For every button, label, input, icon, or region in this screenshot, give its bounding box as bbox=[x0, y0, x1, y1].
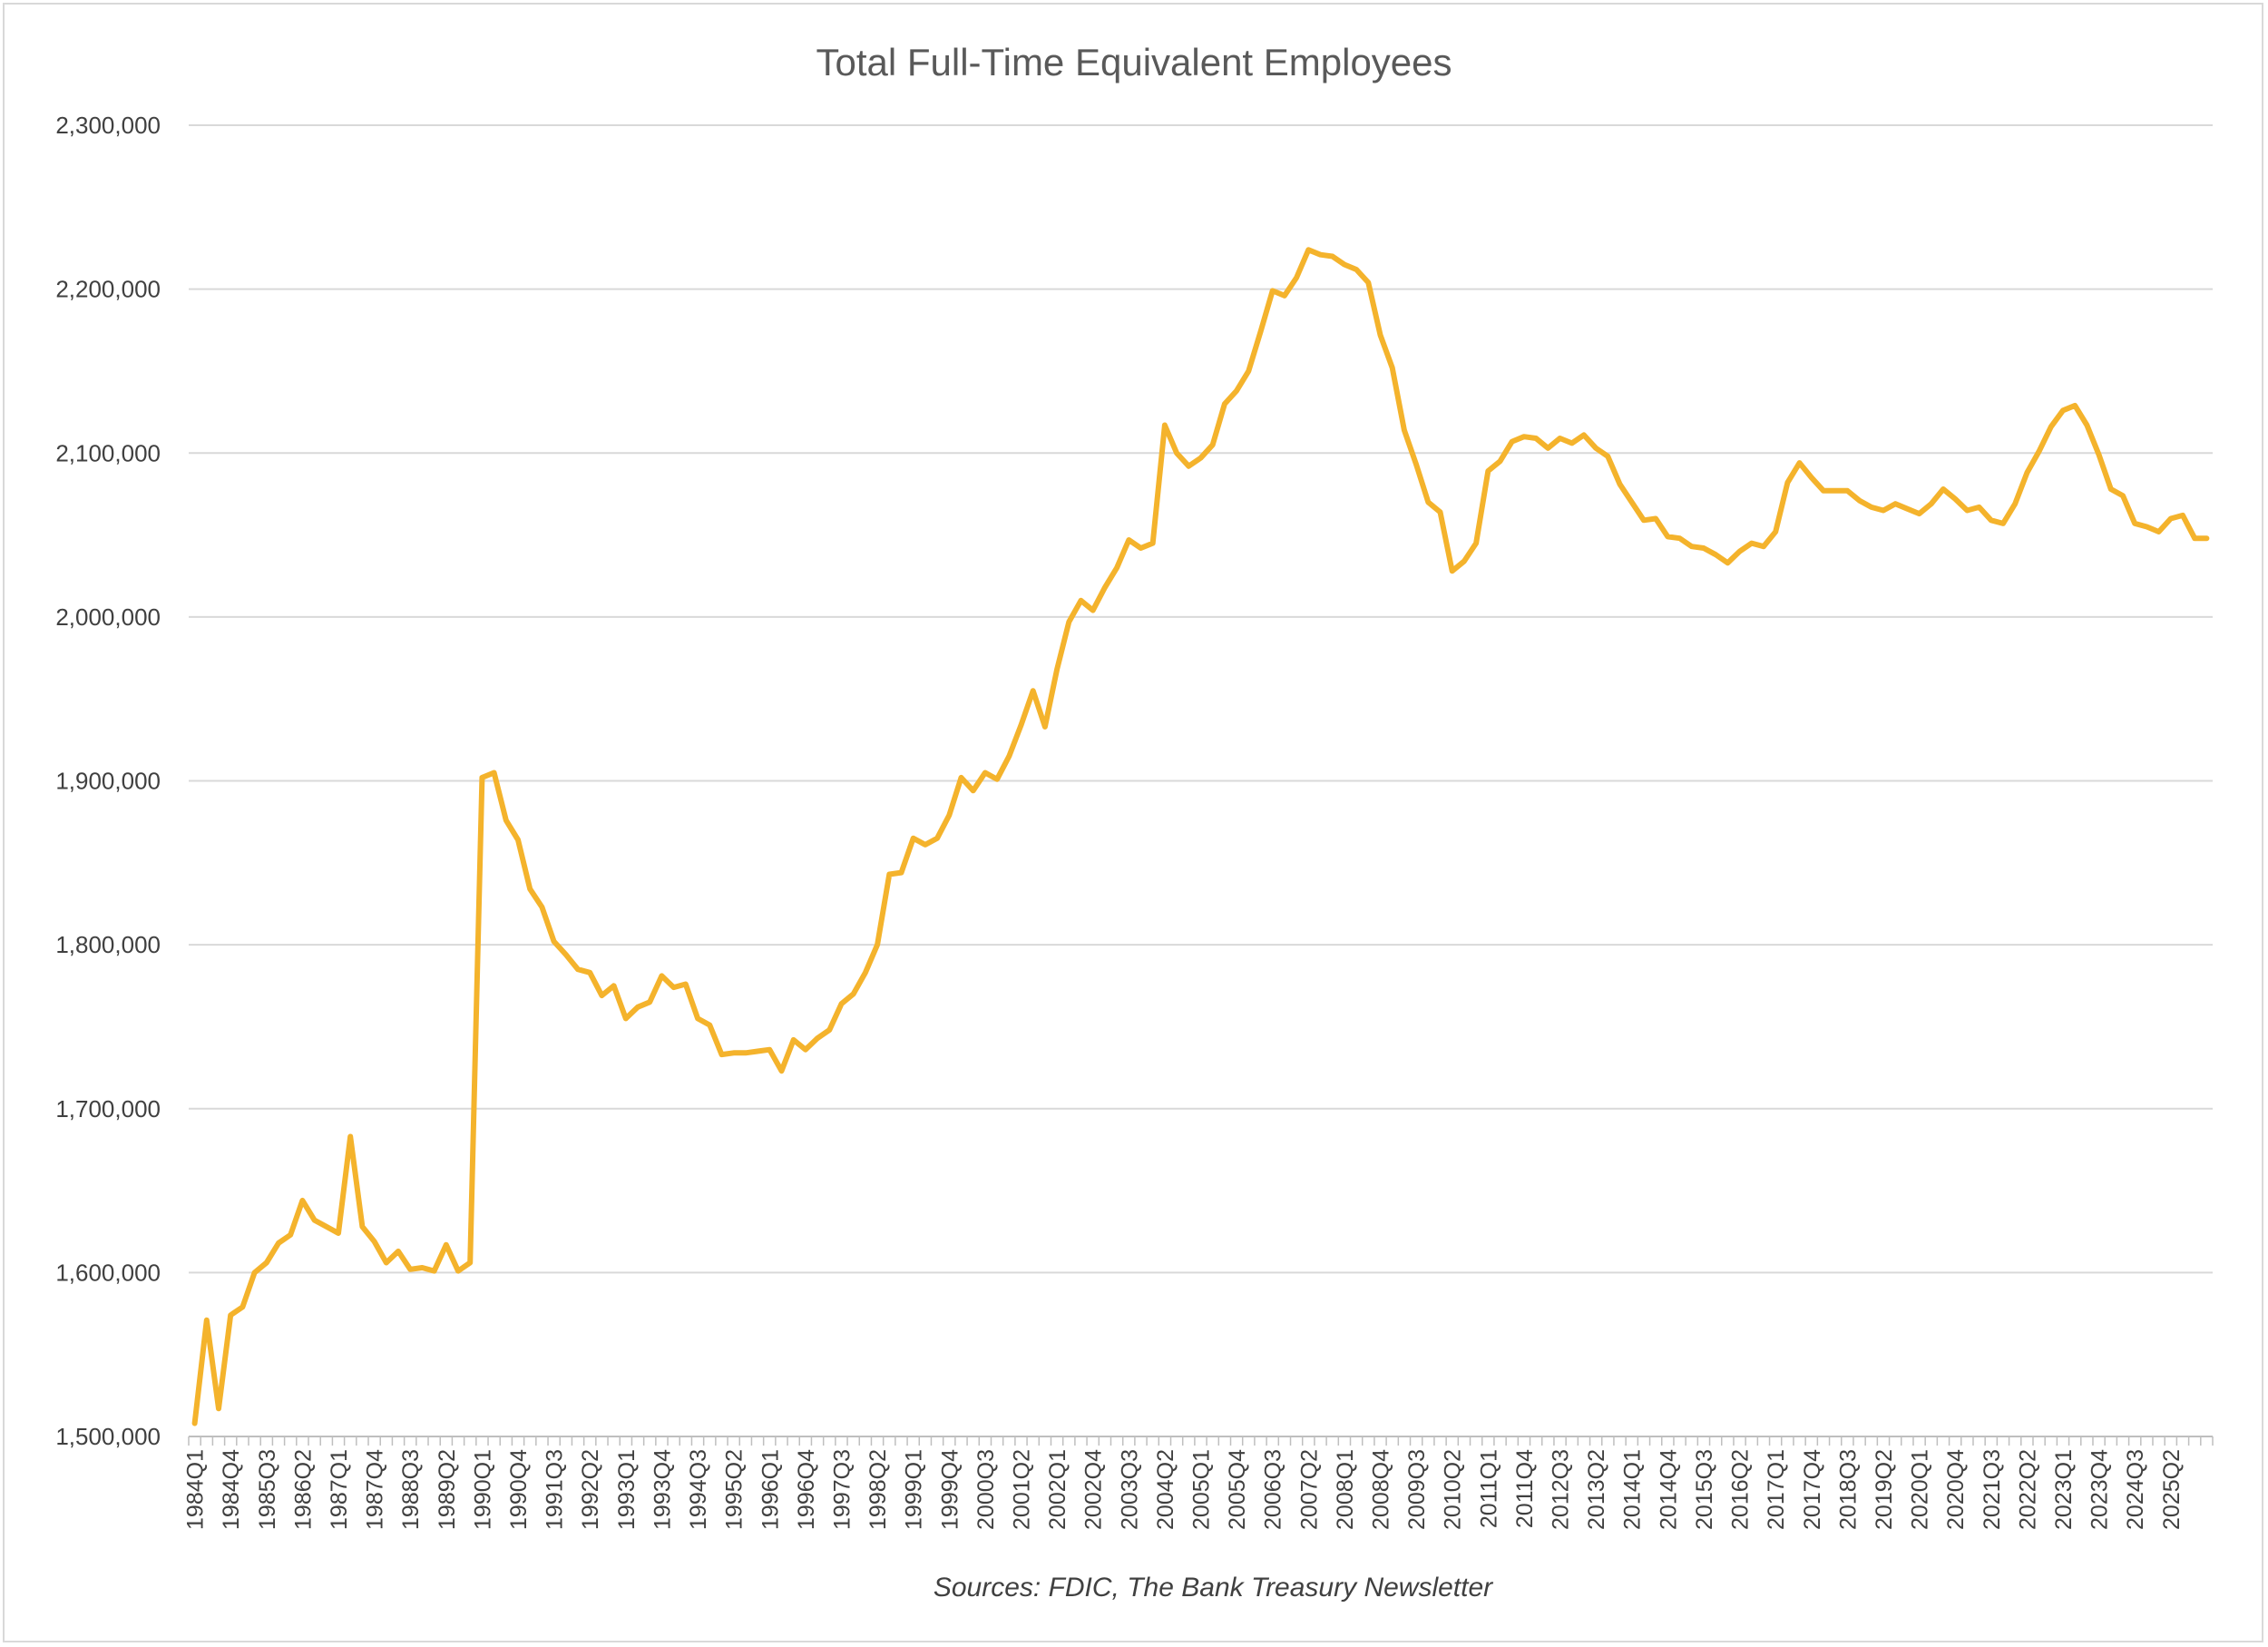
x-tick-label: 1984Q4 bbox=[219, 1449, 244, 1530]
x-tick-label: 2016Q2 bbox=[1728, 1449, 1754, 1530]
x-tick-label: 2006Q3 bbox=[1261, 1449, 1286, 1530]
y-tick-label: 1,700,000 bbox=[55, 1095, 161, 1123]
x-tick-label: 2007Q2 bbox=[1296, 1449, 1322, 1530]
x-tick-label: 1999Q4 bbox=[937, 1449, 963, 1530]
x-tick-label: 1987Q4 bbox=[363, 1449, 388, 1530]
x-tick-label: 1992Q2 bbox=[578, 1449, 603, 1530]
y-tick-label: 1,500,000 bbox=[55, 1423, 161, 1450]
x-tick-label: 2005Q1 bbox=[1189, 1449, 1215, 1530]
x-tick-label: 2008Q4 bbox=[1369, 1449, 1394, 1530]
x-tick-label: 2002Q1 bbox=[1045, 1449, 1070, 1530]
x-tick-label: 2011Q4 bbox=[1512, 1449, 1538, 1528]
x-tick-label: 1987Q1 bbox=[327, 1449, 352, 1530]
x-tick-label: 2023Q4 bbox=[2087, 1449, 2113, 1530]
x-tick-label: 2014Q4 bbox=[1656, 1449, 1681, 1530]
chart-frame: Total Full-Time Equivalent Employees 1,5… bbox=[3, 3, 2263, 1642]
x-tick-label: 2025Q2 bbox=[2159, 1449, 2185, 1530]
x-tick-label: 1989Q2 bbox=[435, 1449, 460, 1530]
y-tick-label: 1,800,000 bbox=[55, 931, 161, 958]
x-tick-label: 1988Q3 bbox=[398, 1449, 424, 1530]
y-tick-label: 2,200,000 bbox=[55, 276, 161, 303]
x-tick-label: 2023Q1 bbox=[2051, 1449, 2077, 1530]
x-tick-label: 1993Q1 bbox=[614, 1449, 640, 1530]
x-tick-label: 1994Q3 bbox=[686, 1449, 711, 1530]
chart-source-note: Sources: FDIC, The Bank Treasury Newslet… bbox=[934, 1573, 1493, 1603]
x-tick-label: 2021Q3 bbox=[1980, 1449, 2005, 1530]
x-tick-label: 1990Q1 bbox=[470, 1449, 495, 1530]
x-tick-label: 1984Q1 bbox=[183, 1449, 209, 1530]
x-tick-label: 2017Q1 bbox=[1764, 1449, 1789, 1530]
x-tick-label: 2010Q2 bbox=[1441, 1449, 1466, 1530]
x-tick-label: 2001Q2 bbox=[1009, 1449, 1034, 1530]
x-tick-label: 2015Q3 bbox=[1692, 1449, 1717, 1530]
y-tick-label: 2,300,000 bbox=[55, 112, 161, 139]
y-tick-label: 1,600,000 bbox=[55, 1259, 161, 1286]
x-tick-label: 2013Q2 bbox=[1584, 1449, 1609, 1530]
x-tick-label: 2009Q3 bbox=[1404, 1449, 1430, 1530]
x-tick-label: 2020Q4 bbox=[1943, 1449, 1969, 1530]
x-tick-label: 1986Q2 bbox=[290, 1449, 316, 1530]
x-tick-label: 2012Q3 bbox=[1549, 1449, 1574, 1530]
x-tick-label: 1996Q1 bbox=[758, 1449, 783, 1530]
gridlines bbox=[189, 124, 2213, 1437]
line-chart: Total Full-Time Equivalent Employees 1,5… bbox=[55, 41, 2214, 1603]
x-tick-label: 2022Q2 bbox=[2015, 1449, 2040, 1530]
x-tick-label: 2005Q4 bbox=[1225, 1449, 1250, 1530]
y-tick-label: 1,900,000 bbox=[55, 768, 161, 795]
x-tick-label: 2019Q2 bbox=[1872, 1449, 1897, 1530]
x-axis-tick-labels: 1984Q1 1984Q4 1985Q3 1986Q2 1987Q1 1987Q4 1988… bbox=[183, 1436, 2214, 1530]
x-tick-label: 1995Q2 bbox=[722, 1449, 748, 1530]
x-tick-label: 2014Q1 bbox=[1620, 1449, 1646, 1530]
x-tick-label: 1996Q4 bbox=[794, 1449, 819, 1530]
chart-title: Total Full-Time Equivalent Employees bbox=[816, 41, 1452, 83]
x-tick-label: 2011Q1 bbox=[1476, 1449, 1501, 1528]
x-tick-label: 1997Q3 bbox=[829, 1449, 855, 1530]
x-tick-label: 1990Q4 bbox=[506, 1449, 532, 1530]
x-tick-label: 2017Q4 bbox=[1800, 1449, 1825, 1530]
x-tick-label: 2000Q3 bbox=[973, 1449, 999, 1530]
series-layer bbox=[191, 247, 2210, 1426]
x-tick-label: 2003Q3 bbox=[1117, 1449, 1142, 1530]
x-tick-label: 1991Q3 bbox=[543, 1449, 568, 1530]
x-tick-label: 1998Q2 bbox=[865, 1449, 891, 1530]
series-line bbox=[191, 247, 2210, 1426]
x-tick-label: 2024Q3 bbox=[2123, 1449, 2148, 1530]
x-tick-label: 2004Q2 bbox=[1153, 1449, 1178, 1530]
x-tick-label: 2008Q1 bbox=[1333, 1449, 1358, 1530]
x-tick-label: 1999Q1 bbox=[902, 1449, 927, 1530]
x-tick-label: 1985Q3 bbox=[255, 1449, 280, 1530]
y-axis-tick-labels: 1,500,000 1,600,000 1,700,000 1,800,000 1,90… bbox=[55, 112, 161, 1450]
x-tick-label: 2002Q4 bbox=[1081, 1449, 1107, 1530]
x-tick-label: 1993Q4 bbox=[650, 1449, 675, 1530]
x-tick-label: 2020Q1 bbox=[1908, 1449, 1933, 1530]
y-tick-label: 2,000,000 bbox=[55, 603, 161, 631]
y-tick-label: 2,100,000 bbox=[55, 439, 161, 466]
x-tick-label: 2018Q3 bbox=[1835, 1449, 1861, 1530]
